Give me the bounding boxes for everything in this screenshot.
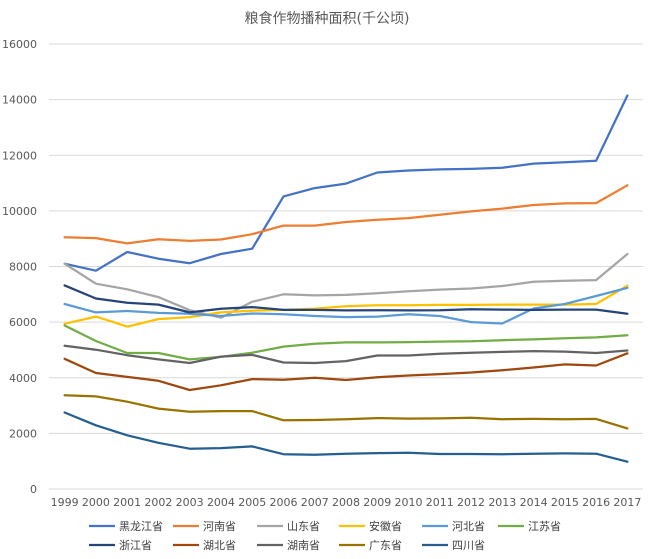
series-line	[63, 94, 629, 272]
x-tick-label: 2008	[332, 496, 360, 509]
legend-label: 安徽省	[369, 519, 402, 533]
y-tick-label: 4000	[9, 372, 37, 385]
x-tick-label: 2016	[582, 496, 610, 509]
legend-label: 湖南省	[287, 539, 320, 552]
series-line	[63, 252, 629, 319]
legend-label: 湖北省	[203, 539, 236, 552]
y-tick-label: 8000	[9, 261, 37, 274]
x-tick-label: 1999	[51, 496, 79, 509]
series-line	[63, 284, 629, 315]
y-tick-label: 14000	[2, 94, 37, 107]
x-tick-label: 2002	[144, 496, 172, 509]
legend-label: 河南省	[203, 520, 236, 533]
y-tick-label: 10000	[2, 205, 37, 218]
series-line	[63, 284, 629, 328]
series-line	[63, 324, 629, 361]
legend-label: 四川省	[452, 539, 485, 552]
y-tick-label: 6000	[9, 316, 37, 329]
series-line	[63, 184, 629, 245]
series-line	[63, 394, 629, 430]
x-tick-label: 2015	[551, 496, 579, 509]
x-tick-label: 2014	[520, 496, 548, 509]
series-line	[63, 344, 629, 365]
x-tick-label: 2007	[301, 496, 329, 509]
y-tick-label: 2000	[9, 427, 37, 440]
legend-label: 黑龙江省	[119, 520, 163, 533]
y-tick-label: 0	[30, 483, 37, 496]
x-tick-label: 2013	[488, 496, 516, 509]
x-tick-label: 2004	[207, 496, 235, 509]
x-tick-label: 2010	[395, 496, 423, 509]
x-axis-ticks: 1999 2000 2001 2002 2003 2004 2005 2006 2007 2008…	[51, 496, 642, 509]
y-axis-ticks: 0 2000 4000 6000 8000 10000 12000 14000 16000	[2, 38, 37, 496]
x-tick-label: 2009	[363, 496, 391, 509]
series-line	[63, 352, 629, 392]
legend-label: 江苏省	[528, 520, 561, 533]
x-tick-label: 2011	[426, 496, 454, 509]
x-tick-label: 2000	[82, 496, 110, 509]
x-tick-label: 2017	[613, 496, 641, 509]
series-line	[63, 286, 629, 325]
chart-title: 粮食作物播种面积(千公顷)	[245, 10, 410, 27]
x-tick-label: 2006	[269, 496, 297, 509]
x-tick-label: 2005	[238, 496, 266, 509]
legend-label: 广东省	[369, 539, 402, 552]
x-tick-label: 2003	[176, 496, 204, 509]
grid-layer	[49, 43, 643, 490]
x-tick-label: 2001	[113, 496, 141, 509]
series-layer	[63, 94, 629, 463]
legend-label: 河北省	[452, 520, 485, 533]
legend-label: 山东省	[287, 520, 320, 533]
legend-label: 浙江省	[119, 539, 152, 552]
series-line	[63, 411, 629, 463]
y-tick-label: 16000	[2, 38, 37, 51]
x-tick-label: 2012	[457, 496, 485, 509]
y-tick-label: 12000	[2, 149, 37, 162]
